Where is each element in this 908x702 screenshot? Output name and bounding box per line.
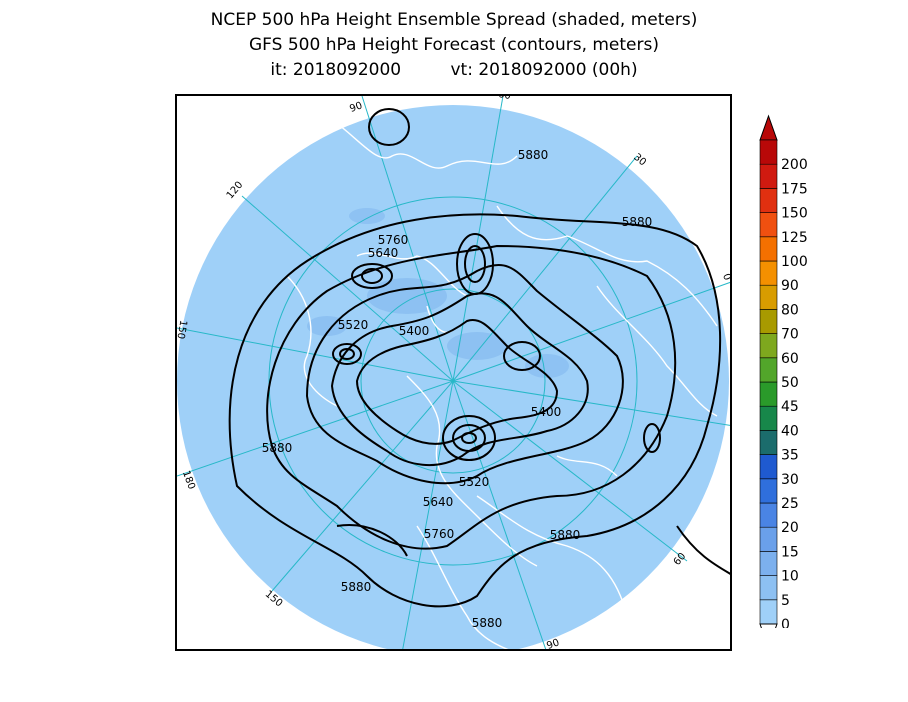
legend-label: 5 <box>781 593 790 609</box>
lon-label: 90 <box>348 100 364 115</box>
color-legend-svg: 0 5 10 15 20 25 30 35 40 45 50 60 70 80 90 100 125 150 175… <box>759 114 808 650</box>
legend-swatch <box>759 575 778 601</box>
legend-label: 35 <box>781 448 799 464</box>
lon-label: 90 <box>545 637 561 651</box>
color-legend: 0 5 10 15 20 25 30 35 40 45 50 60 70 80 90 100 125 150 175… <box>758 114 878 650</box>
legend-swatch <box>759 599 778 625</box>
legend-swatch <box>759 163 778 189</box>
legend-bottom-arrow <box>759 623 778 650</box>
legend-label: 10 <box>781 569 799 585</box>
legend-label: 175 <box>781 181 808 197</box>
contour-labels: 5880 5880 5760 5640 5520 5400 5400 5880 … <box>262 148 653 630</box>
legend-label: 150 <box>781 206 808 222</box>
coastlines <box>286 115 718 649</box>
legend-swatch <box>759 236 778 262</box>
lon-label: 120 <box>225 180 246 202</box>
legend-label: 25 <box>781 496 799 512</box>
lon-label: 60 <box>497 96 511 102</box>
contour-label: 5880 <box>622 215 653 229</box>
legend-swatch <box>759 405 778 431</box>
lon-label: 30 <box>631 152 648 169</box>
legend-label: 80 <box>781 302 799 318</box>
height-contours <box>228 108 730 608</box>
contour-label: 5880 <box>341 580 372 594</box>
legend-swatch <box>759 188 778 213</box>
legend-swatch <box>759 478 778 504</box>
legend-label: 50 <box>781 375 799 391</box>
valid-time: vt: 2018092000 (00h) <box>450 60 638 80</box>
legend-swatch <box>759 139 778 165</box>
graticule <box>177 96 730 649</box>
contour-label: 5880 <box>262 441 293 455</box>
lon-label: 30 <box>729 419 732 433</box>
contour-label: 5760 <box>424 527 455 541</box>
legend-swatch <box>759 430 778 455</box>
map-title-line2: GFS 500 hPa Height Forecast (contours, m… <box>249 35 659 55</box>
legend-swatch <box>759 212 778 238</box>
legend-swatch <box>759 502 778 528</box>
contour-label: 5400 <box>531 405 562 419</box>
lon-label: 0 <box>720 272 732 282</box>
contour-label: 5520 <box>338 318 369 332</box>
contour-label: 5640 <box>368 246 399 260</box>
contour-label: 5880 <box>550 528 581 542</box>
contour-label: 5520 <box>459 475 490 489</box>
contour-label: 5760 <box>378 233 409 247</box>
legend-label: 100 <box>781 254 808 270</box>
legend-top-arrow <box>759 114 778 141</box>
contour-label: 5400 <box>399 324 430 338</box>
legend-swatch <box>759 454 778 480</box>
legend-label: 0 <box>781 617 790 628</box>
legend-label: 30 <box>781 472 799 488</box>
legend-label: 70 <box>781 327 799 343</box>
contour-label: 5640 <box>423 495 454 509</box>
polar-map: 5880 5880 5760 5640 5520 5400 5400 5880 … <box>177 96 732 651</box>
contour-label: 5880 <box>472 616 503 630</box>
legend-labels: 0 5 10 15 20 25 30 35 40 45 50 60 70 80 90 100 125 150 175… <box>781 157 808 633</box>
legend-label: 20 <box>781 520 799 536</box>
legend-swatch <box>759 526 778 552</box>
legend-label: 90 <box>781 278 799 294</box>
map-title-line1: NCEP 500 hPa Height Ensemble Spread (sha… <box>210 10 698 30</box>
lon-label: 150 <box>177 319 189 340</box>
legend-label: 40 <box>781 423 799 439</box>
legend-swatch <box>759 551 778 576</box>
legend-swatch <box>759 309 778 334</box>
spread-disk <box>177 105 729 649</box>
map-title-times: it: 2018092000 vt: 2018092000 (00h) <box>0 58 908 82</box>
legend-label: 200 <box>781 157 808 173</box>
legend-label: 60 <box>781 351 799 367</box>
legend-swatch <box>759 284 778 310</box>
legend-label: 125 <box>781 230 808 246</box>
legend-swatch <box>759 260 778 286</box>
legend-swatch <box>759 333 778 359</box>
init-time: it: 2018092000 <box>270 60 402 80</box>
map-frame: 5880 5880 5760 5640 5520 5400 5400 5880 … <box>175 94 732 651</box>
legend-swatch <box>759 381 778 407</box>
legend-label: 45 <box>781 399 799 415</box>
legend-label: 15 <box>781 544 799 560</box>
legend-swatches <box>759 114 778 650</box>
legend-swatch <box>759 357 778 383</box>
contour-label: 5880 <box>518 148 549 162</box>
lon-label: 60 <box>672 551 689 568</box>
